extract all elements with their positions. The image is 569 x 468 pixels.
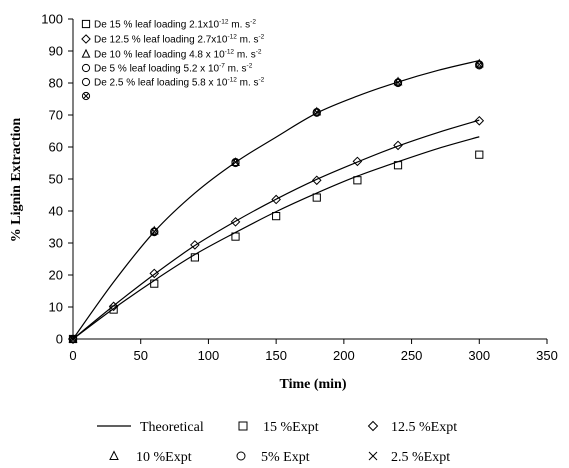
legend-inside-marker — [81, 34, 91, 44]
legend-bottom-label: 15 %Expt — [263, 420, 319, 435]
x-tick-label: 100 — [198, 348, 220, 363]
point-expt-15 — [150, 279, 159, 288]
point-expt-12-5 — [271, 194, 281, 205]
legend-bottom-label: 12.5 %Expt — [391, 420, 457, 435]
point-expt-12-5 — [230, 217, 241, 227]
point-expt-2-5 — [475, 60, 484, 69]
legend-inside-label: De 15 % leaf loading 2.1x10-12 m. s-2 — [94, 19, 256, 31]
legend-inside-label: De 10 % leaf loading 4.8 x 10-12 m. s-2 — [94, 49, 262, 61]
x-tick-label: 250 — [401, 348, 423, 363]
point-expt-10 — [312, 106, 322, 116]
experimental-points — [68, 58, 485, 344]
bottom-legend: Theoretical 15 %Expt 12.5 %Expt 10 %Expt 5% … — [97, 420, 457, 465]
legend-bottom-label: 10 %Expt — [136, 450, 192, 465]
point-expt-15 — [272, 212, 281, 221]
legend-bottom-label: Theoretical — [140, 420, 204, 435]
legend-inside-label: De 2.5 % leaf loading 5.8 x 10-12 m. s-2 — [94, 77, 265, 89]
point-expt-12-5 — [68, 334, 78, 344]
legend-bottom-label: 2.5 %Expt — [391, 450, 450, 465]
x-tick-label: 350 — [536, 348, 558, 363]
legend-inside-marker — [81, 48, 91, 58]
point-expt-15 — [312, 193, 321, 202]
legend-bottom-marker — [109, 450, 119, 460]
legend-inside-marker — [81, 19, 91, 29]
legend-bottom-marker — [236, 451, 246, 461]
y-tick-label: 60 — [49, 140, 63, 155]
point-expt-15 — [231, 232, 240, 241]
y-tick-label: 90 — [49, 44, 63, 59]
x-tick-label: 200 — [333, 348, 355, 363]
point-expt-12-5 — [311, 175, 322, 186]
legend-inside-marker — [81, 77, 91, 87]
point-expt-2-5 — [68, 334, 78, 344]
theoretical-curves — [72, 60, 480, 340]
x-tick-label: 300 — [468, 348, 490, 363]
point-expt-15 — [109, 305, 118, 314]
y-tick-label: 20 — [49, 268, 63, 283]
point-expt-12-5 — [352, 156, 363, 167]
y-tick-label: 40 — [49, 204, 63, 219]
y-tick-label: 50 — [49, 172, 63, 187]
legend-inside-label: De 5 % leaf loading 5.2 x 10-7 m. s-2 — [94, 63, 253, 75]
legend-inside-marker — [81, 91, 91, 101]
point-expt-2-5 — [393, 78, 403, 87]
y-axis-title: % Lignin Extraction — [9, 118, 24, 243]
legend-bottom-marker — [238, 421, 248, 431]
theoretical-curve-12-5 — [72, 119, 480, 340]
point-expt-15 — [475, 150, 484, 159]
point-expt-15 — [353, 176, 362, 185]
legend-bottom-label: 5% Expt — [261, 450, 310, 465]
point-expt-2-5 — [312, 108, 321, 117]
y-tick-label: 10 — [49, 300, 63, 315]
point-expt-15 — [190, 253, 199, 262]
legend-inside-marker — [81, 63, 91, 73]
point-expt-2-5 — [231, 157, 240, 167]
y-tick-label: 0 — [56, 332, 63, 347]
x-tick-label: 0 — [69, 348, 76, 363]
y-tick-label: 100 — [41, 12, 63, 27]
point-expt-15 — [393, 161, 403, 170]
point-expt-12-5 — [393, 140, 403, 151]
point-expt-12-5 — [108, 301, 119, 312]
y-tick-label: 70 — [49, 108, 63, 123]
theoretical-curve-10 — [72, 60, 480, 340]
point-expt-2-5 — [150, 227, 159, 236]
legend-bottom-marker — [368, 451, 378, 461]
point-expt-12-5 — [149, 268, 160, 279]
x-tick-label: 50 — [133, 348, 147, 363]
legend-inside-label: De 12.5 % leaf loading 2.7x10-12 m. s-2 — [94, 34, 265, 46]
point-expt-12-5 — [190, 240, 200, 250]
inner-legend: De 15 % leaf loading 2.1x10-12 m. s-2 De … — [81, 19, 265, 101]
y-tick-label: 80 — [49, 76, 63, 91]
legend-bottom-marker — [367, 420, 379, 432]
y-tick-label: 30 — [49, 236, 63, 251]
theoretical-curve-15 — [72, 136, 480, 340]
x-axis-title: Time (min) — [279, 377, 346, 392]
x-tick-label: 150 — [265, 348, 287, 363]
axes: 0 50 100 150 200 250 300 350 0 10 20 30 40 50 60 70 80 90… — [41, 12, 558, 364]
point-expt-12-5 — [474, 115, 485, 126]
